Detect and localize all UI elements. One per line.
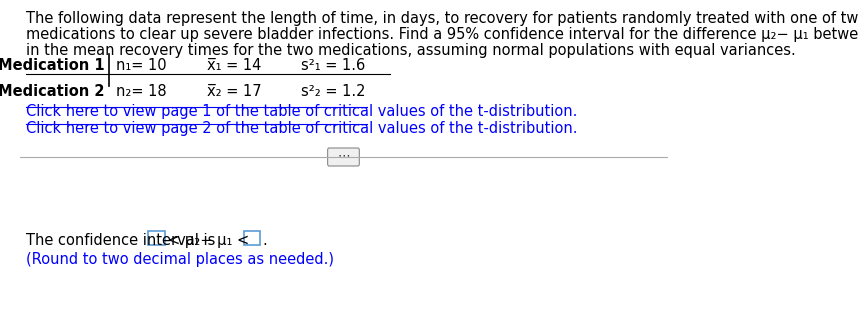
Text: .: .	[262, 233, 267, 248]
Text: n₁= 10: n₁= 10	[117, 58, 167, 73]
Bar	[148, 231, 165, 245]
Text: in the mean recovery times for the two medications, assuming normal populations : in the mean recovery times for the two m…	[26, 43, 795, 58]
Text: x̅₂ = 17: x̅₂ = 17	[207, 84, 261, 99]
Text: x̅₁ = 14: x̅₁ = 14	[207, 58, 261, 73]
Text: s²₂ = 1.2: s²₂ = 1.2	[302, 84, 366, 99]
Text: s²₁ = 1.6: s²₁ = 1.6	[302, 58, 365, 73]
Text: < μ₂− μ₁ <: < μ₂− μ₁ <	[168, 233, 249, 248]
Text: ⋯: ⋯	[338, 149, 350, 163]
Text: n₂= 18: n₂= 18	[117, 84, 167, 99]
Text: Click here to view page 2 of the table of critical values of the t-distribution.: Click here to view page 2 of the table o…	[26, 121, 577, 136]
Text: The following data represent the length of time, in days, to recovery for patien: The following data represent the length …	[26, 11, 859, 26]
Text: Medication 1: Medication 1	[0, 58, 104, 73]
Text: Medication 2: Medication 2	[0, 84, 104, 99]
Text: Click here to view page 1 of the table of critical values of the t-distribution.: Click here to view page 1 of the table o…	[26, 104, 577, 119]
Text: The confidence interval is: The confidence interval is	[26, 233, 220, 248]
FancyBboxPatch shape	[327, 148, 359, 166]
Text: medications to clear up severe bladder infections. Find a 95% confidence interva: medications to clear up severe bladder i…	[26, 27, 859, 42]
Text: (Round to two decimal places as needed.): (Round to two decimal places as needed.)	[26, 252, 334, 267]
Bar	[244, 231, 260, 245]
